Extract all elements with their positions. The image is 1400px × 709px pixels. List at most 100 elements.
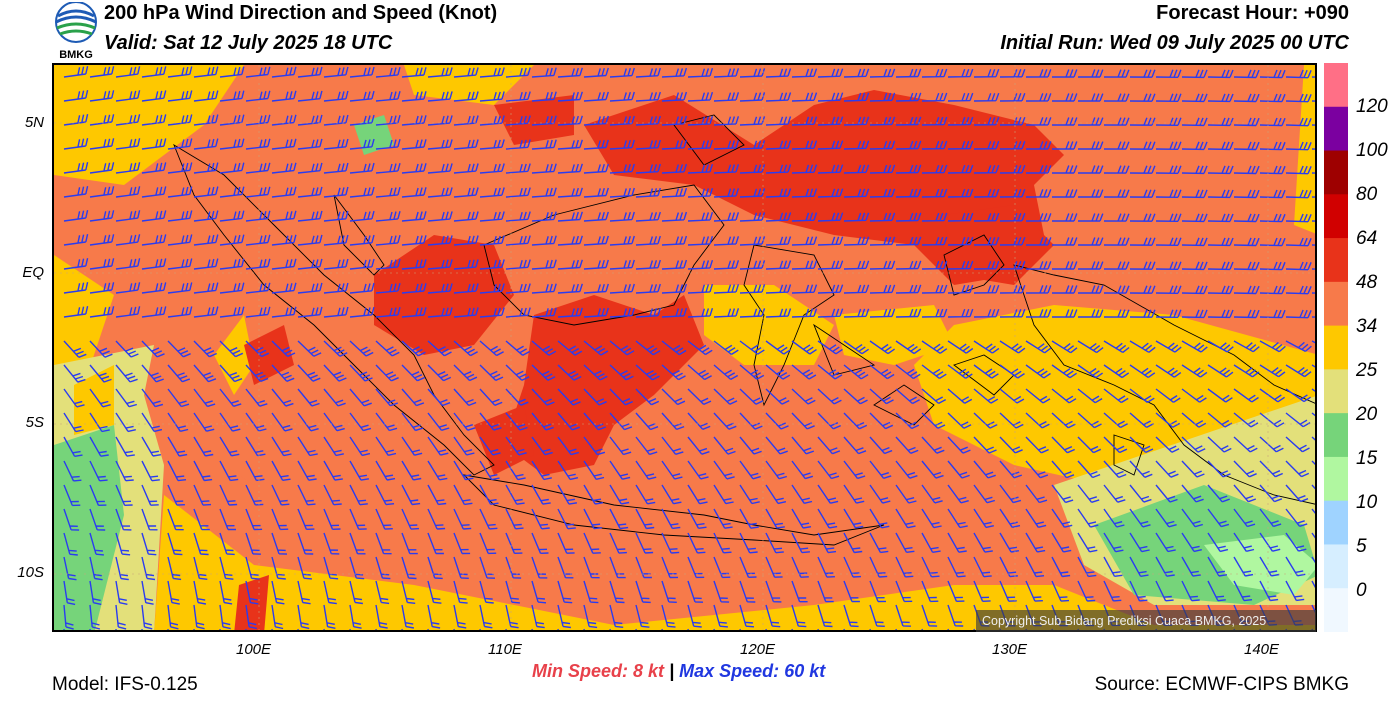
wind-barb [479, 436, 501, 456]
wind-barb [1207, 117, 1234, 127]
wind-barb [1025, 412, 1050, 429]
wind-barb [141, 508, 158, 531]
wind-barb [557, 163, 583, 174]
wind-barb [401, 532, 418, 555]
wind-barb [817, 308, 844, 318]
wind-barb [193, 604, 205, 630]
wind-barb [1025, 237, 1052, 246]
wind-barb [739, 532, 758, 554]
colorbar-label: 80 [1356, 184, 1378, 205]
wind-barb [89, 508, 106, 531]
wind-barb [609, 484, 630, 505]
wind-barb [609, 436, 632, 456]
wind-barb [1078, 69, 1104, 78]
wind-barb [1181, 436, 1206, 453]
wind-barb [557, 139, 583, 150]
wind-barb [713, 508, 733, 529]
wind-barb [583, 307, 609, 318]
wind-barb [817, 236, 844, 246]
wind-barb [869, 164, 896, 174]
wind-barb [661, 436, 684, 455]
wind-barb [609, 388, 633, 406]
wind-barb [661, 340, 687, 356]
wind-barb [323, 460, 343, 481]
wind-barb [401, 235, 427, 246]
bmkg-logo: BMKG [50, 1, 102, 61]
wind-barb [1025, 165, 1052, 174]
wind-barb [427, 139, 453, 150]
wind-barb [297, 604, 310, 630]
wind-barb [973, 340, 1000, 354]
wind-barb [1233, 508, 1256, 528]
wind-barb [1051, 532, 1072, 553]
wind-barb [973, 212, 1000, 222]
wind-barb [89, 604, 101, 630]
wind-barb [1285, 69, 1312, 79]
wind-barb [947, 260, 974, 270]
wind-barb [141, 412, 163, 433]
wind-barb [817, 460, 840, 480]
wind-barb [1077, 412, 1102, 429]
wind-barb [219, 306, 245, 318]
wind-barb [1207, 364, 1234, 378]
wind-barb [505, 508, 524, 530]
wind-barb [1155, 309, 1182, 318]
colorbar-swatch [1324, 413, 1348, 458]
wind-barb [687, 580, 704, 603]
wind-barb [115, 66, 141, 78]
wind-barb [947, 580, 965, 602]
wind-barb [427, 115, 453, 126]
wind-barb [843, 284, 870, 294]
wind-barb [791, 212, 818, 222]
wind-barb [1155, 436, 1180, 453]
wind-barb [1155, 460, 1179, 478]
wind-barb [193, 484, 212, 506]
wind-barb [141, 90, 167, 102]
wind-barb [141, 556, 156, 581]
wind-barb [349, 556, 365, 580]
wind-barb [921, 604, 938, 627]
wind-barb [1051, 580, 1070, 602]
wind-barb [1233, 117, 1260, 127]
wind-barb [141, 162, 167, 174]
wind-barb [63, 234, 89, 246]
wind-barb [115, 364, 138, 383]
wind-barb [609, 211, 635, 222]
wind-barb [323, 258, 349, 270]
wind-barb [895, 388, 920, 405]
wind-barb [323, 508, 341, 530]
wind-barb [739, 604, 755, 628]
wind-barb [583, 604, 598, 629]
wind-barb [531, 163, 557, 174]
wind-barb [479, 532, 497, 555]
wind-barb [375, 187, 401, 198]
wind-barb [115, 436, 135, 457]
wind-barb [765, 436, 788, 455]
wind-barb [245, 556, 260, 580]
wind-barb [167, 306, 193, 318]
wind-barb [219, 66, 245, 78]
wind-barb [1051, 508, 1073, 528]
lat-label-5n: 5N [24, 114, 44, 131]
wind-barb [557, 307, 583, 318]
wind-barb [271, 258, 297, 270]
wind-barb [635, 163, 661, 174]
wind-barb [323, 364, 347, 382]
wind-barb [869, 140, 896, 150]
wind-barb [947, 68, 974, 78]
colorbar-label: 34 [1356, 316, 1378, 337]
wind-barb [115, 484, 133, 506]
wind-barb [791, 532, 810, 554]
wind-barb [1129, 237, 1156, 246]
wind-barb [89, 306, 115, 318]
wind-barb [401, 211, 427, 222]
wind-barb [1207, 165, 1234, 175]
wind-barb [765, 68, 792, 78]
lat-label-5s: 5S [25, 414, 44, 431]
wind-barb [193, 282, 219, 294]
wind-barb [765, 340, 791, 355]
wind-barb [791, 484, 813, 504]
wind-barb [63, 162, 89, 174]
wind-barb [427, 484, 447, 506]
wind-barb [869, 604, 885, 627]
